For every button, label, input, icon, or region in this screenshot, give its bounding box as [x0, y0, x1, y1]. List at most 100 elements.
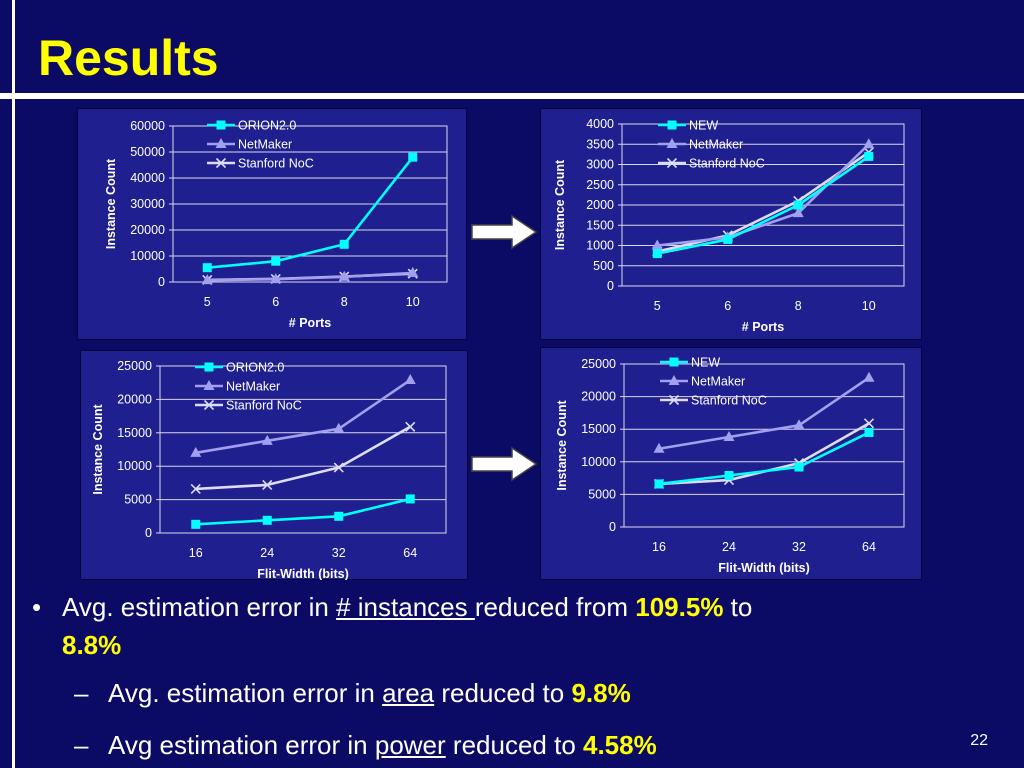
y-tick-label: 1000 [586, 239, 614, 253]
legend-label: NEW [689, 119, 718, 133]
y-axis-title: Instance Count [91, 404, 105, 495]
right-arrow-icon [470, 446, 540, 482]
bullet-main: • Avg. estimation error in # instances r… [20, 588, 1000, 664]
bullet-text: Avg. estimation error in [108, 678, 382, 708]
bullet-underlined-term: power [375, 730, 446, 760]
chart-ports-before: 0 10000 20000 30000 40000 50000 60000 5 6 8 10 # Po… [77, 108, 467, 340]
y-tick-label: 500 [593, 259, 614, 273]
data-point [340, 240, 349, 249]
data-point [191, 520, 200, 529]
sub-bullet-area: – Avg. estimation error in area reduced … [20, 674, 1000, 712]
bullet-text: Avg. estimation error in [62, 592, 336, 622]
y-tick-label: 3000 [586, 158, 614, 172]
x-tick-label: 5 [654, 299, 661, 313]
chart-flit-before: 0 5000 10000 15000 20000 25000 16 24 32 64 Flit-Wi… [80, 350, 468, 580]
x-tick-label: 5 [204, 295, 211, 309]
x-tick-label: 16 [652, 540, 666, 554]
y-tick-label: 2000 [586, 198, 614, 212]
bullet-highlight-value: 4.58% [583, 730, 657, 760]
slide-title: Results [38, 28, 219, 88]
x-tick-label: 64 [862, 540, 876, 554]
sub-bullet-dash: – [74, 726, 88, 764]
bullet-highlight-value: 109.5% [635, 592, 723, 622]
bullet-underlined-term: area [382, 678, 434, 708]
x-tick-label: 32 [332, 546, 346, 560]
y-tick-label: 30000 [130, 197, 165, 211]
y-tick-label: 2500 [586, 178, 614, 192]
bullet-text: reduced to [434, 678, 571, 708]
y-tick-label: 25000 [117, 359, 152, 373]
y-tick-label: 5000 [588, 487, 616, 501]
data-point [725, 471, 734, 480]
data-point [271, 257, 280, 266]
x-tick-label: 24 [260, 546, 274, 560]
data-point [334, 512, 343, 521]
y-tick-label: 50000 [130, 145, 165, 159]
slide-left-rule [12, 0, 15, 768]
x-tick-label: 10 [406, 295, 420, 309]
bullet-text: to [723, 592, 752, 622]
bullet-dot: • [32, 588, 41, 626]
bullet-highlight-value: 9.8% [571, 678, 630, 708]
chart-svg: 0 5000 10000 15000 20000 25000 16 24 32 64 Flit-Wi… [80, 350, 468, 580]
chart-svg: 0 5000 10000 15000 20000 25000 16 24 32 64 Flit-Wi… [540, 347, 922, 580]
x-tick-label: 32 [792, 540, 806, 554]
data-point [655, 479, 664, 488]
title-underline-rule [0, 93, 1024, 99]
data-point [263, 516, 272, 525]
legend-label: ORION2.0 [238, 119, 296, 133]
x-tick-label: 16 [189, 546, 203, 560]
y-tick-label: 5000 [124, 493, 152, 507]
data-point [653, 249, 662, 258]
data-point [794, 201, 803, 210]
y-tick-label: 40000 [130, 171, 165, 185]
legend-marker [217, 121, 226, 130]
x-tick-label: 10 [862, 299, 876, 313]
legend-label: ORION2.0 [226, 361, 284, 375]
x-tick-label: 24 [722, 540, 736, 554]
data-point [864, 152, 873, 161]
data-point [865, 428, 874, 437]
x-tick-label: 8 [341, 295, 348, 309]
bullet-underlined-term: # instances [336, 592, 475, 622]
x-tick-label: 6 [272, 295, 279, 309]
y-axis-title: Instance Count [555, 400, 569, 491]
y-tick-label: 0 [158, 275, 165, 289]
legend-label: NetMaker [689, 138, 743, 152]
y-tick-label: 1500 [586, 218, 614, 232]
y-tick-label: 60000 [130, 119, 165, 133]
y-tick-label: 10000 [117, 459, 152, 473]
bullet-text: Avg estimation error in [108, 730, 375, 760]
legend-label: NetMaker [226, 380, 280, 394]
chart-flit-after: 0 5000 10000 15000 20000 25000 16 24 32 64 Flit-Wi… [540, 347, 922, 580]
x-tick-label: 6 [724, 299, 731, 313]
y-axis-title: Instance Count [553, 159, 567, 250]
data-point [408, 153, 417, 162]
y-tick-label: 20000 [581, 390, 616, 404]
y-tick-label: 20000 [117, 392, 152, 406]
data-point [406, 494, 415, 503]
bullet-list: • Avg. estimation error in # instances r… [20, 588, 1000, 764]
data-point [203, 263, 212, 272]
legend-label: Stanford NoC [689, 157, 765, 171]
data-point [723, 235, 732, 244]
y-tick-label: 15000 [581, 422, 616, 436]
y-tick-label: 3500 [586, 137, 614, 151]
bullet-text: reduced from [475, 592, 635, 622]
chart-svg: 0 10000 20000 30000 40000 50000 60000 5 6 8 10 # Po… [77, 108, 467, 340]
y-tick-label: 0 [609, 520, 616, 534]
legend-label: NEW [691, 356, 720, 370]
legend-label: Stanford NoC [691, 394, 767, 408]
legend-label: NetMaker [691, 375, 745, 389]
legend-label: NetMaker [238, 138, 292, 152]
y-axis-title: Instance Count [104, 158, 118, 249]
y-tick-label: 0 [145, 526, 152, 540]
y-tick-label: 10000 [130, 249, 165, 263]
legend-label: Stanford NoC [226, 399, 302, 413]
page-number: 22 [970, 732, 988, 750]
y-tick-label: 15000 [117, 426, 152, 440]
bullet-highlight-value: 8.8% [62, 630, 121, 660]
sub-bullet-power: – Avg estimation error in power reduced … [20, 726, 1000, 764]
legend-label: Stanford NoC [238, 157, 314, 171]
x-axis-title: # Ports [289, 316, 331, 330]
